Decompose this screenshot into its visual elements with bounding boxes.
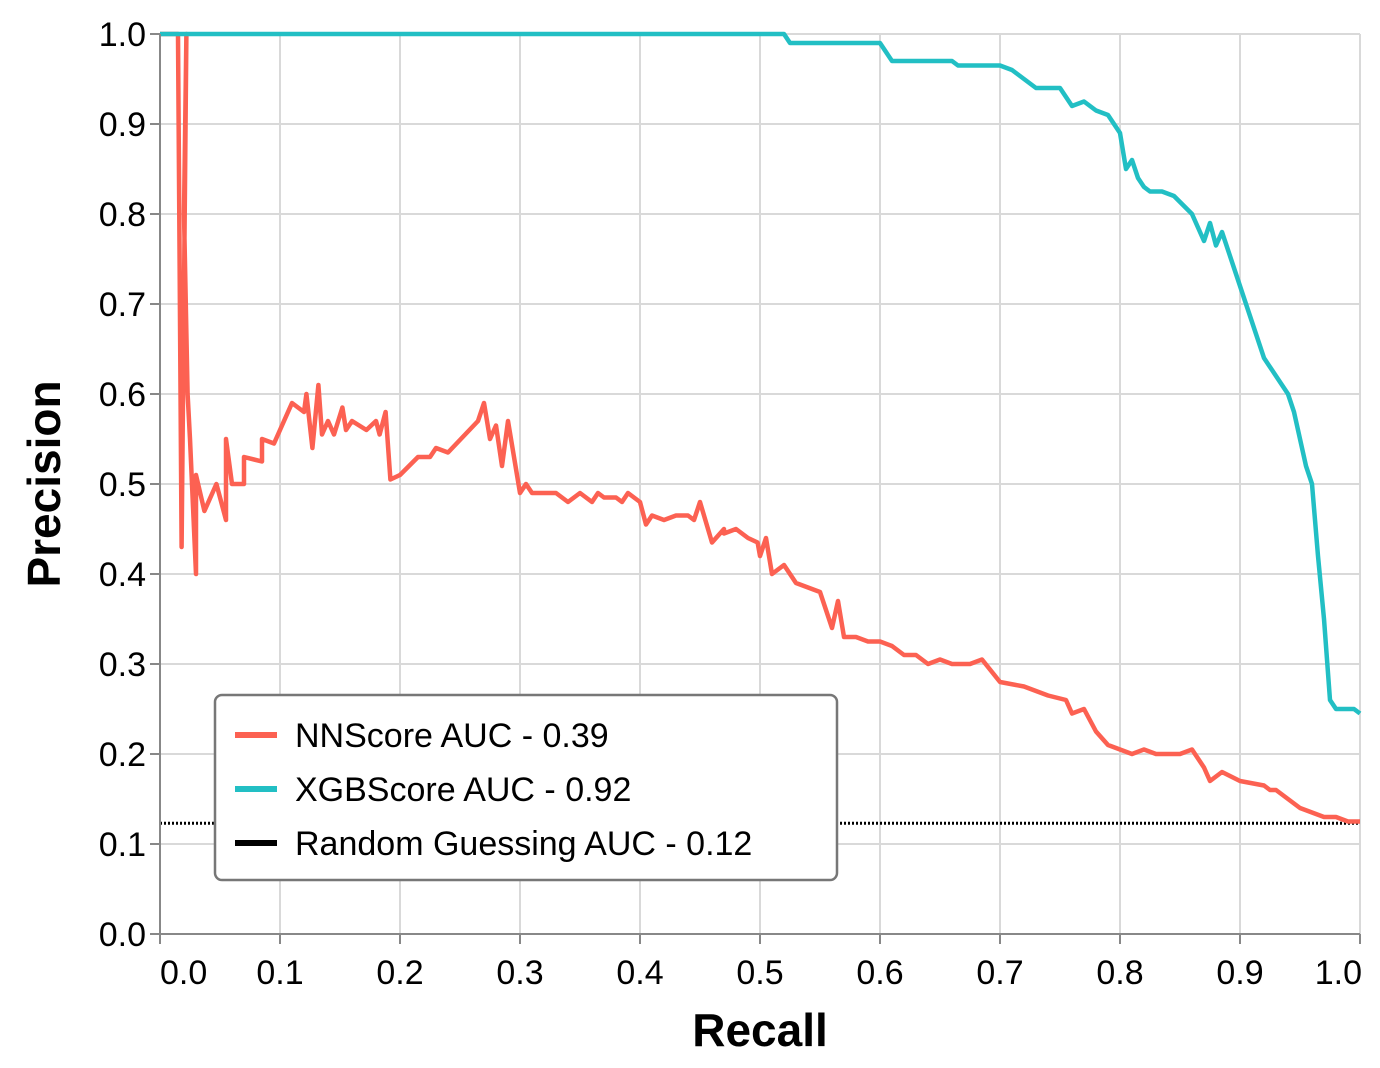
legend-label-xgbscore: XGBScore AUC - 0.92: [295, 771, 631, 809]
y-tick-label: 0.1: [99, 826, 146, 864]
x-tick-label: 1.0: [1315, 954, 1362, 992]
series-line-xgbscore: [160, 31, 1362, 716]
x-tick-label: 0.4: [616, 954, 663, 992]
x-axis-title: Recall: [692, 1004, 828, 1056]
y-tick-label: 0.4: [99, 556, 146, 594]
x-tick-label: 0.7: [976, 954, 1023, 992]
x-tick-label: 0.2: [376, 954, 423, 992]
legend: NNScore AUC - 0.39 XGBScore AUC - 0.92 R…: [213, 693, 839, 882]
x-tick-label: 0.9: [1216, 954, 1263, 992]
x-tick-label: 0.6: [856, 954, 903, 992]
y-tick-label: 0.0: [99, 916, 146, 954]
y-tick-label: 0.8: [99, 196, 146, 234]
y-tick-label: 0.7: [99, 286, 146, 324]
y-tick-label: 0.3: [99, 646, 146, 684]
y-tick-label: 0.2: [99, 736, 146, 774]
x-tick-label: 0.3: [496, 954, 543, 992]
ticks: 0.0 0.1 0.2 0.3 0.4 0.5 0.6 0.7 0.8 0.9 1.0 0.0 0.1 0…: [99, 16, 1362, 992]
x-tick-label: 0.5: [736, 954, 783, 992]
y-tick-label: 1.0: [99, 16, 146, 54]
x-tick-label: 0.1: [256, 954, 303, 992]
x-tick-label: 0.8: [1096, 954, 1143, 992]
y-tick-label: 0.6: [99, 376, 146, 414]
y-tick-label: 0.5: [99, 466, 146, 504]
legend-label-random-guessing: Random Guessing AUC - 0.12: [295, 825, 752, 863]
legend-label-nnscore: NNScore AUC - 0.39: [295, 717, 609, 755]
legend-box: [213, 693, 839, 882]
y-tick-label: 0.9: [99, 106, 146, 144]
y-axis-title: Precision: [18, 380, 70, 587]
x-tick-label: 0.0: [160, 954, 207, 992]
series-line-nnscore: [160, 31, 1360, 824]
